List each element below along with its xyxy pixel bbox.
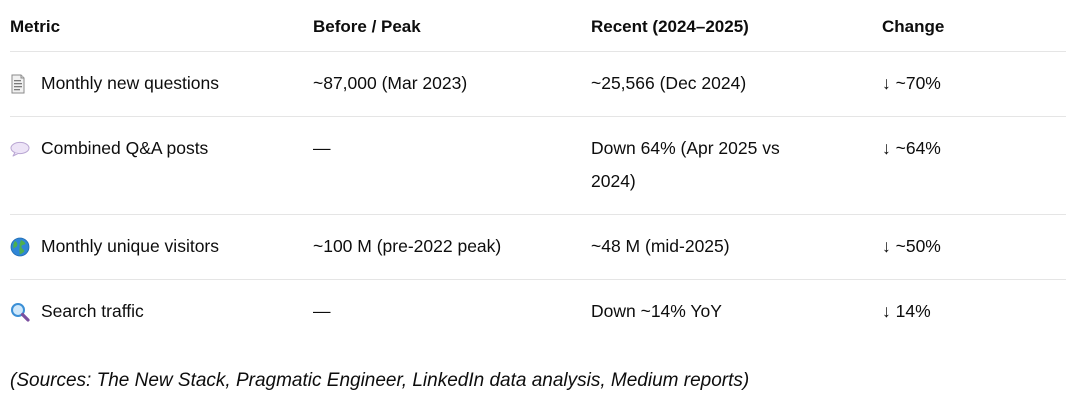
recent-cell: ~48 M (mid-2025): [591, 236, 730, 256]
header-change: Change: [882, 16, 945, 36]
change-cell: ↓ ~64%: [882, 138, 941, 158]
metric-cell: Search traffic: [10, 295, 313, 328]
header-before-peak: Before / Peak: [313, 16, 421, 36]
before-peak-cell: ~87,000 (Mar 2023): [313, 73, 468, 93]
recent-cell: ~25,566 (Dec 2024): [591, 73, 747, 93]
change-cell: ↓ ~70%: [882, 73, 941, 93]
header-recent: Recent (2024–2025): [591, 16, 749, 36]
recent-cell: Down ~14% YoY: [591, 301, 722, 321]
metric-label: Combined Q&A posts: [41, 138, 209, 158]
metric-cell: Combined Q&A posts: [10, 132, 313, 165]
before-peak-cell: ~100 M (pre-2022 peak): [313, 236, 502, 256]
table-row: Combined Q&A posts — Down 64% (Apr 2025 …: [10, 117, 1066, 215]
metric-label: Search traffic: [41, 301, 144, 321]
page-icon: [10, 67, 30, 100]
recent-cell: Down 64% (Apr 2025 vs 2024): [591, 138, 780, 191]
magnifying-glass-icon: [10, 295, 30, 328]
before-peak-cell: —: [313, 138, 331, 158]
sources-note: (Sources: The New Stack, Pragmatic Engin…: [10, 370, 750, 391]
before-peak-cell: —: [313, 301, 331, 321]
change-cell: ↓ ~50%: [882, 236, 941, 256]
change-cell: ↓ 14%: [882, 301, 931, 321]
speech-bubble-icon: [10, 132, 30, 165]
metric-label: Monthly unique visitors: [41, 236, 219, 256]
table-row: Monthly unique visitors ~100 M (pre-2022…: [10, 215, 1066, 280]
data-table: Metric Before / Peak Recent (2024–2025) …: [10, 0, 1066, 344]
globe-icon: [10, 230, 30, 263]
table-header-row: Metric Before / Peak Recent (2024–2025) …: [10, 0, 1066, 52]
header-metric: Metric: [10, 16, 61, 36]
table-row: Monthly new questions ~87,000 (Mar 2023)…: [10, 52, 1066, 117]
metric-cell: Monthly unique visitors: [10, 230, 313, 263]
metric-label: Monthly new questions: [41, 73, 220, 93]
metric-cell: Monthly new questions: [10, 67, 313, 100]
table-row: Search traffic — Down ~14% YoY ↓ 14%: [10, 280, 1066, 344]
